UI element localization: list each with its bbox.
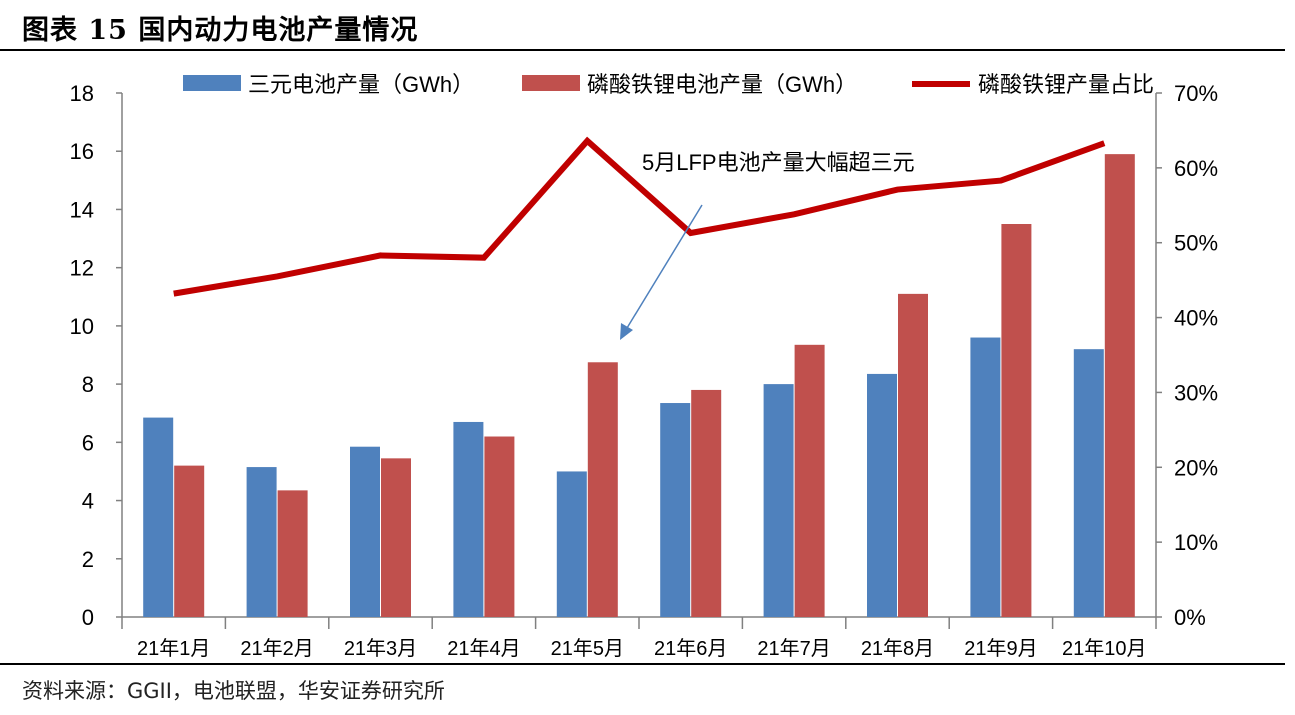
right-tick-label: 60% xyxy=(1174,156,1218,181)
bar-lfp xyxy=(795,345,825,617)
bar-ternary xyxy=(557,471,587,617)
right-tick-label: 10% xyxy=(1174,530,1218,555)
bar-lfp xyxy=(381,458,411,617)
legend-label-share: 磷酸铁锂产量占比 xyxy=(978,72,1154,97)
x-tick-label: 21年6月 xyxy=(654,637,727,660)
annotation-arrow-shaft xyxy=(627,205,702,328)
legend: 三元电池产量（GWh） 磷酸铁锂电池产量（GWh） 磷酸铁锂产量占比 xyxy=(183,72,1154,97)
bottom-rule xyxy=(0,663,1285,665)
annotation-arrow-head xyxy=(620,323,633,340)
left-tick-label: 0 xyxy=(82,605,94,630)
bar-ternary xyxy=(247,467,277,617)
legend-swatch-ternary xyxy=(183,75,241,91)
bar-ternary xyxy=(970,338,1000,617)
x-tick-label: 21年9月 xyxy=(964,637,1037,660)
right-tick-label: 40% xyxy=(1174,306,1218,331)
bar-lfp xyxy=(898,294,928,617)
chart: 0 2 4 6 8 10 12 14 16 18 0% 10% 20% 30% 40% 50% 60% 70% 21… xyxy=(0,0,1295,715)
source-note: 资料来源：GGII，电池联盟，华安证券研究所 xyxy=(22,675,445,705)
left-tick-label: 12 xyxy=(70,256,94,281)
x-tick-label: 21年8月 xyxy=(861,637,934,660)
x-tick-label: 21年2月 xyxy=(240,637,313,660)
x-tick-label: 21年7月 xyxy=(757,637,830,660)
bar-ternary xyxy=(1074,349,1104,617)
left-tick-label: 18 xyxy=(70,81,94,106)
left-tick-label: 16 xyxy=(70,139,94,164)
x-tick-label: 21年4月 xyxy=(447,637,520,660)
x-tick-label: 21年1月 xyxy=(137,637,210,660)
bar-lfp xyxy=(1105,154,1135,617)
right-tick-label: 20% xyxy=(1174,455,1218,480)
bar-lfp xyxy=(691,390,721,617)
bar-lfp xyxy=(588,362,618,617)
left-tick-label: 8 xyxy=(82,372,94,397)
left-tick-label: 4 xyxy=(82,489,94,514)
bar-ternary xyxy=(143,418,173,617)
x-tick-label: 21年10月 xyxy=(1062,637,1147,660)
legend-label-ternary: 三元电池产量（GWh） xyxy=(248,72,474,97)
bar-lfp xyxy=(174,466,204,617)
left-tick-label: 2 xyxy=(82,547,94,572)
line-lfp-share xyxy=(174,141,1105,294)
right-tick-label: 30% xyxy=(1174,380,1218,405)
bar-ternary xyxy=(350,447,380,617)
right-tick-label: 50% xyxy=(1174,231,1218,256)
bar-ternary xyxy=(660,403,690,617)
legend-label-lfp: 磷酸铁锂电池产量（GWh） xyxy=(587,72,857,97)
legend-swatch-lfp xyxy=(522,75,580,91)
left-tick-label: 10 xyxy=(70,314,94,339)
bar-lfp xyxy=(278,490,308,617)
right-tick-label: 0% xyxy=(1174,605,1206,630)
x-tick-label: 21年5月 xyxy=(551,637,624,660)
bar-ternary xyxy=(764,384,794,617)
left-tick-label: 6 xyxy=(82,430,94,455)
line-layer xyxy=(174,141,1105,294)
bars-layer xyxy=(143,154,1135,617)
right-tick-label: 70% xyxy=(1174,81,1218,106)
x-tick-label: 21年3月 xyxy=(344,637,417,660)
bar-lfp xyxy=(1001,224,1031,617)
bar-ternary xyxy=(867,374,897,617)
annotation-text: 5月LFP电池产量大幅超三元 xyxy=(642,150,915,175)
annotation: 5月LFP电池产量大幅超三元 xyxy=(620,150,915,340)
left-tick-label: 14 xyxy=(70,197,94,222)
bar-ternary xyxy=(453,422,483,617)
bar-lfp xyxy=(484,437,514,617)
